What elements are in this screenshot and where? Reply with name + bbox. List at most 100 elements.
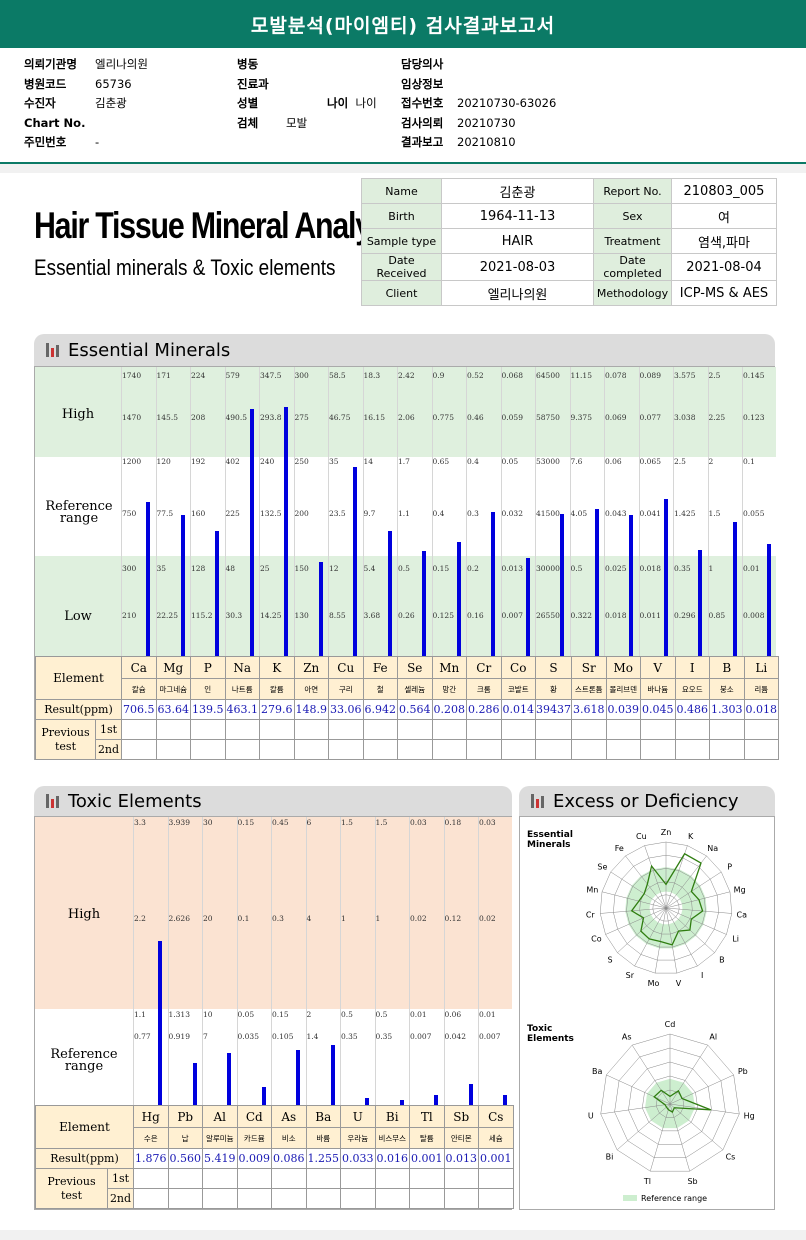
essential-tick-label: 48 <box>225 564 236 573</box>
essential-radar-axis-label: Fe <box>615 844 624 853</box>
essential-tick-label: 1.5 <box>708 509 721 518</box>
essential-radar-axis-label: Co <box>591 935 602 944</box>
essential-tick-label: 300 <box>122 564 137 573</box>
toxic-tick-label: 0.12 <box>444 914 462 923</box>
result-value: 0.208 <box>431 699 467 720</box>
essential-column-divider <box>190 367 191 656</box>
essential-tick-label: 0.123 <box>743 413 765 422</box>
essential-tick-label: 2.25 <box>708 413 726 422</box>
info-label: 성별 <box>237 96 259 110</box>
previous-cell <box>743 719 779 740</box>
previous-second: 2nd <box>107 1188 134 1209</box>
previous-cell <box>674 719 710 740</box>
previous-cell <box>236 1168 272 1189</box>
essential-tick-label: 58750 <box>536 413 560 422</box>
essential-column-divider <box>535 367 536 656</box>
essential-tick-label: 0.322 <box>570 611 592 620</box>
toxic-tick-label: 0.919 <box>168 1032 190 1041</box>
essential-radar-axis-label: S <box>608 955 613 964</box>
essential-bar-sr <box>594 509 599 656</box>
info-row: 접수번호 20210730-63026 <box>401 94 556 114</box>
previous-row-2: 2nd <box>36 739 779 760</box>
essential-tick-label: 9.7 <box>363 509 376 518</box>
essential-tick-label: 275 <box>294 413 309 422</box>
essential-tick-label: 53000 <box>536 457 560 466</box>
result-value: 463.1 <box>224 699 260 720</box>
essential-tick-label: 1740 <box>122 371 142 380</box>
element-symbol: Pb <box>167 1105 203 1128</box>
essential-tick-label: 293.8 <box>260 413 282 422</box>
essential-tick-label: 1.7 <box>398 457 410 466</box>
essential-high-band <box>35 367 776 457</box>
element-korean-name: 탈륨 <box>409 1127 445 1149</box>
element-symbol: Mg <box>155 656 191 679</box>
result-value: 33.06 <box>328 699 364 720</box>
previous-cell <box>133 1168 169 1189</box>
element-symbol: Zn <box>293 656 329 679</box>
info-label: 담당의사 <box>401 57 444 71</box>
result-value: 39437 <box>535 699 572 720</box>
previous-cell <box>328 719 364 740</box>
info-row: 수진자 김춘광 <box>24 94 148 114</box>
previous-cell <box>535 719 572 740</box>
result-value: 0.086 <box>271 1148 307 1169</box>
essential-column-divider <box>397 367 398 656</box>
element-symbol: Sb <box>443 1105 479 1128</box>
element-symbol: Ba <box>305 1105 341 1128</box>
toxic-tick-label: 0.02 <box>479 914 496 923</box>
essential-tick-label: 5.4 <box>363 564 376 573</box>
essential-bar-se <box>422 551 426 656</box>
essential-bar-cr <box>491 512 495 656</box>
result-value: 3.618 <box>571 699 607 720</box>
essential-chart: High Reference range Low 1740 1470 1200 750… <box>35 367 776 656</box>
essential-radar-axis-label: K <box>688 832 694 841</box>
toxic-bar-cs <box>503 1095 507 1105</box>
toxic-radar-axis-label: Cs <box>726 1152 736 1161</box>
previous-cell <box>409 1168 445 1189</box>
previous-cell <box>397 719 433 740</box>
toxic-column-divider <box>202 817 203 1105</box>
previous-cell <box>190 719 226 740</box>
toxic-tick-label: 0.035 <box>237 1032 259 1041</box>
essential-radar-spoke <box>665 907 732 914</box>
element-korean-name: 납 <box>167 1127 203 1149</box>
toxic-tick-label: 0.01 <box>479 1010 496 1019</box>
essential-tick-label: 2.5 <box>708 371 721 380</box>
radar-essential-label-2: Minerals <box>527 840 571 850</box>
previous-cell <box>340 1188 376 1209</box>
essential-column-divider <box>604 367 605 656</box>
toxic-radar-spoke <box>650 1103 671 1172</box>
bar-chart-icon <box>46 343 60 357</box>
element-korean-name: 마그네슘 <box>155 678 191 700</box>
element-symbol: B <box>709 656 745 679</box>
result-value: 0.045 <box>640 699 676 720</box>
essential-tick-label: 0.4 <box>432 509 445 518</box>
element-korean-name: 요오드 <box>674 678 710 700</box>
element-symbol: Bi <box>374 1105 410 1128</box>
element-korean-name: 아연 <box>293 678 329 700</box>
toxic-tick-label: 0.007 <box>410 1032 432 1041</box>
toxic-bar-pb <box>192 1062 197 1105</box>
essential-tick-label: 250 <box>294 457 309 466</box>
toxic-tick-label: 7 <box>203 1032 208 1041</box>
toxic-column-divider <box>236 817 238 1105</box>
element-name-row: 칼슘 마그네슘 인 나트륨 칼륨 아연 구리 철 셀레늄 망간 크롬 코발트 황 스트론튬 몰리브덴 바나듐 요… <box>36 678 779 700</box>
toxic-panel-header: Toxic Elements <box>34 786 512 816</box>
essential-radar-axis-label: Se <box>597 862 607 871</box>
essential-tick-label: 0.15 <box>432 564 450 573</box>
essential-bar-mg <box>180 514 185 656</box>
element-symbol: Na <box>224 656 260 679</box>
element-korean-name: 알루미늄 <box>202 1127 238 1149</box>
info-label: 병원코드 <box>24 76 67 91</box>
previous-row-2: 2nd <box>36 1188 514 1209</box>
toxic-tick-label: 1.4 <box>306 1032 319 1041</box>
element-korean-name: 몰리브덴 <box>605 678 641 700</box>
report-title: 모발분석(마이엠티) 검사결과보고서 <box>250 14 556 37</box>
previous-cell <box>340 1168 376 1189</box>
element-symbol: Mo <box>605 656 641 679</box>
completed-label: Date completed <box>593 253 672 281</box>
essential-column-divider <box>742 367 743 656</box>
previous-cell <box>190 739 226 760</box>
essential-tick-label: 18.3 <box>363 371 381 380</box>
previous-cell <box>362 739 398 760</box>
